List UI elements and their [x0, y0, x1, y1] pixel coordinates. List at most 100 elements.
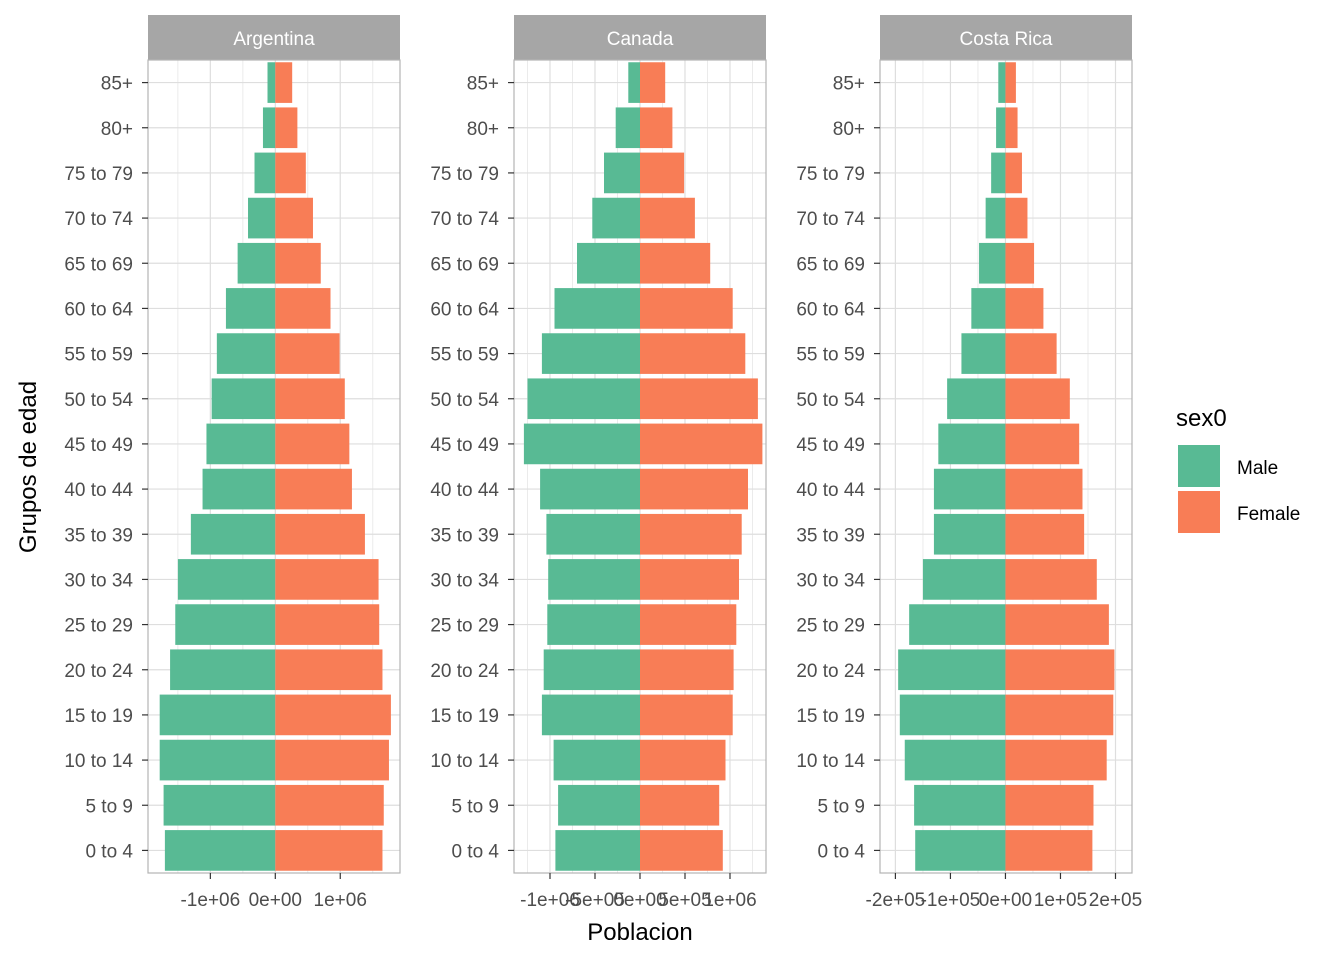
- x-tick-label: 1e+06: [703, 890, 756, 911]
- bar-female: [275, 288, 331, 329]
- bar-male: [546, 513, 640, 555]
- bar-female: [640, 468, 748, 510]
- bar-male: [216, 333, 276, 374]
- bar-female: [640, 423, 763, 465]
- bar-male: [541, 694, 640, 736]
- bar-male: [985, 197, 1006, 239]
- bar-male: [254, 152, 276, 194]
- y-tick-label: 70 to 74: [64, 209, 133, 230]
- bar-male: [523, 423, 640, 465]
- bar-female: [640, 152, 685, 194]
- y-tick-label: 80+: [101, 119, 133, 140]
- bar-female: [1005, 242, 1035, 284]
- bar-female: [640, 197, 695, 239]
- y-tick-label: 75 to 79: [796, 164, 865, 185]
- y-tick-label: 80+: [467, 119, 499, 140]
- bar-female: [275, 784, 384, 826]
- y-tick-label: 40 to 44: [430, 480, 499, 501]
- bar-female: [275, 107, 298, 149]
- bar-male: [237, 242, 276, 284]
- bar-male: [604, 152, 640, 194]
- y-tick-label: 80+: [833, 119, 865, 140]
- y-tick-label: 45 to 49: [430, 435, 499, 456]
- x-tick-label: 1e+06: [314, 890, 367, 911]
- legend-label-female: Female: [1237, 504, 1300, 525]
- bar-female: [275, 152, 306, 194]
- bar-male: [555, 830, 640, 871]
- legend-key-male: [1178, 445, 1220, 487]
- x-axis-title: Poblacion: [587, 919, 692, 946]
- y-tick-label: 75 to 79: [430, 164, 499, 185]
- bar-female: [640, 739, 726, 781]
- bar-male: [991, 152, 1006, 194]
- y-tick-label: 35 to 39: [796, 525, 865, 546]
- x-tick-label: -5e+05: [565, 890, 625, 911]
- bar-female: [275, 468, 352, 510]
- bar-female: [1005, 604, 1109, 645]
- y-tick-label: 40 to 44: [796, 480, 865, 501]
- panel-border: [147, 59, 401, 874]
- x-tick-label: -1e+06: [180, 890, 240, 911]
- bar-female: [1005, 694, 1114, 736]
- bar-male: [998, 62, 1006, 103]
- bar-male: [938, 423, 1006, 465]
- bar-female: [1005, 62, 1016, 103]
- panel-2: Costa Rica 0 to 4 5 to 9 10 to 14 15 to 19 20…: [796, 15, 1142, 911]
- panel-title: Canada: [607, 29, 674, 50]
- panel-strip: [148, 15, 400, 60]
- bar-male: [899, 694, 1006, 736]
- bar-male: [159, 694, 276, 736]
- legend: sex0 Male Female: [1176, 405, 1300, 533]
- panel-strip: [880, 15, 1132, 60]
- panel-title: Costa Rica: [960, 29, 1053, 50]
- bar-female: [640, 62, 666, 103]
- y-tick-label: 10 to 14: [796, 751, 865, 772]
- bar-female: [275, 378, 345, 420]
- panel-1: Canada 0 to 4 5 to 9 10 to 14 15 to 19 20 to …: [430, 15, 767, 911]
- y-tick-label: 25 to 29: [430, 616, 499, 637]
- bar-male: [996, 107, 1006, 149]
- y-tick-label: 55 to 59: [64, 345, 133, 366]
- y-tick-label: 20 to 24: [430, 661, 499, 682]
- bar-male: [159, 739, 276, 781]
- bar-male: [922, 559, 1006, 600]
- bar-female: [1005, 513, 1085, 555]
- y-tick-label: 15 to 19: [796, 706, 865, 727]
- x-tick-label: -1e+06: [520, 890, 580, 911]
- x-tick-label: 0e+00: [979, 890, 1032, 911]
- bar-female: [1005, 197, 1028, 239]
- bar-male: [554, 288, 640, 329]
- bar-female: [1005, 739, 1107, 781]
- bar-male: [628, 62, 640, 103]
- panel-0: Argentina 0 to 4 5 to 9 10 to 14 15 to 19 20 …: [64, 15, 401, 911]
- bar-male: [225, 288, 276, 329]
- bar-female: [640, 333, 746, 374]
- x-tick-label: 2e+05: [1089, 890, 1142, 911]
- panels-layer: Argentina 0 to 4 5 to 9 10 to 14 15 to 19 20 …: [64, 15, 1142, 911]
- bar-female: [1005, 423, 1080, 465]
- bar-female: [640, 830, 723, 871]
- y-tick-label: 10 to 14: [64, 751, 133, 772]
- bar-male: [202, 468, 276, 510]
- y-tick-label: 5 to 9: [451, 796, 499, 817]
- y-tick-label: 25 to 29: [64, 616, 133, 637]
- y-tick-label: 10 to 14: [430, 751, 499, 772]
- bar-male: [553, 739, 640, 781]
- bar-female: [640, 107, 673, 149]
- y-tick-label: 85+: [467, 74, 499, 95]
- bar-male: [961, 333, 1006, 374]
- bar-male: [175, 604, 276, 645]
- x-tick-label: -1e+05: [921, 890, 981, 911]
- bar-female: [640, 378, 758, 420]
- bar-male: [933, 468, 1006, 510]
- bar-female: [640, 649, 734, 691]
- y-tick-label: 35 to 39: [64, 525, 133, 546]
- y-tick-label: 15 to 19: [64, 706, 133, 727]
- bar-male: [979, 242, 1006, 284]
- bar-male: [914, 784, 1006, 826]
- bar-male: [577, 242, 640, 284]
- bar-male: [164, 830, 276, 871]
- bar-male: [206, 423, 276, 465]
- bar-male: [615, 107, 640, 149]
